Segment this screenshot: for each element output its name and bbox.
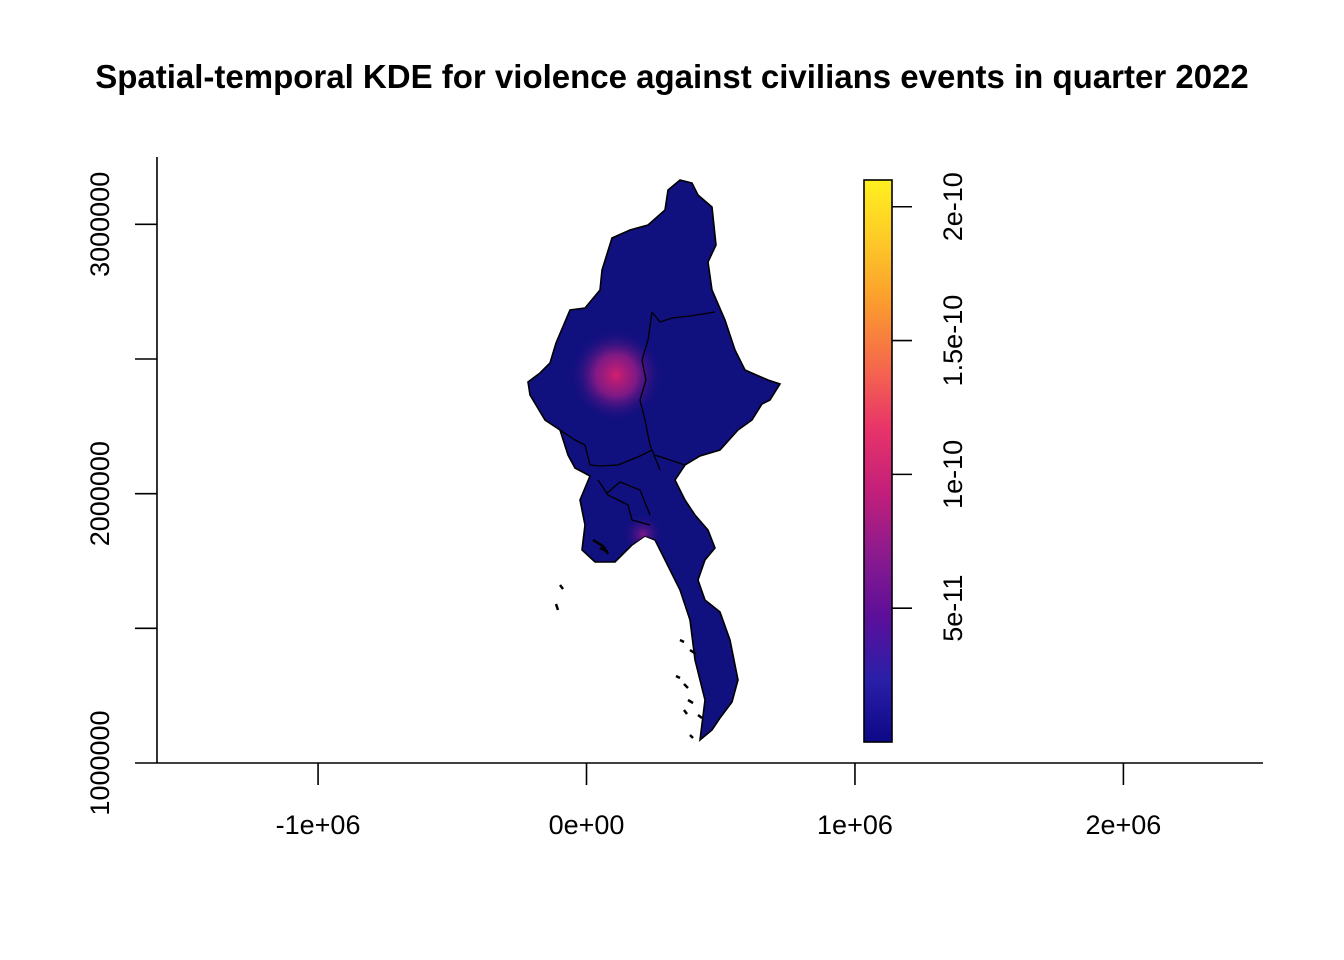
legend-tick-label: 5e-11 xyxy=(938,575,968,642)
myanmar-map xyxy=(527,179,782,742)
legend-colorbar xyxy=(863,179,893,743)
islands xyxy=(554,538,703,739)
x-tick-label: 0e+00 xyxy=(549,810,625,840)
y-tick-label: 2000000 xyxy=(85,441,115,546)
y-tick-label: 1000000 xyxy=(85,710,115,815)
legend-tick-label: 2e-10 xyxy=(938,172,968,241)
color-legend: 5e-11 1e-10 1.5e-10 2e-10 xyxy=(863,172,968,743)
x-tick-label: 2e+06 xyxy=(1085,810,1161,840)
kde-hotspot xyxy=(622,514,663,555)
x-tick-label: 1e+06 xyxy=(817,810,893,840)
axes: -1e+06 0e+00 1e+06 2e+06 1000000 2000000 30000… xyxy=(85,157,1263,840)
x-tick-label: -1e+06 xyxy=(276,810,361,840)
y-tick-label: 3000000 xyxy=(85,172,115,277)
legend-tick-label: 1.5e-10 xyxy=(938,295,968,387)
region-border xyxy=(559,311,716,526)
kde-hotspot xyxy=(570,329,663,422)
chart-title: Spatial-temporal KDE for violence agains… xyxy=(95,58,1249,95)
country-fill xyxy=(527,179,782,742)
legend-tick-label: 1e-10 xyxy=(938,440,968,509)
